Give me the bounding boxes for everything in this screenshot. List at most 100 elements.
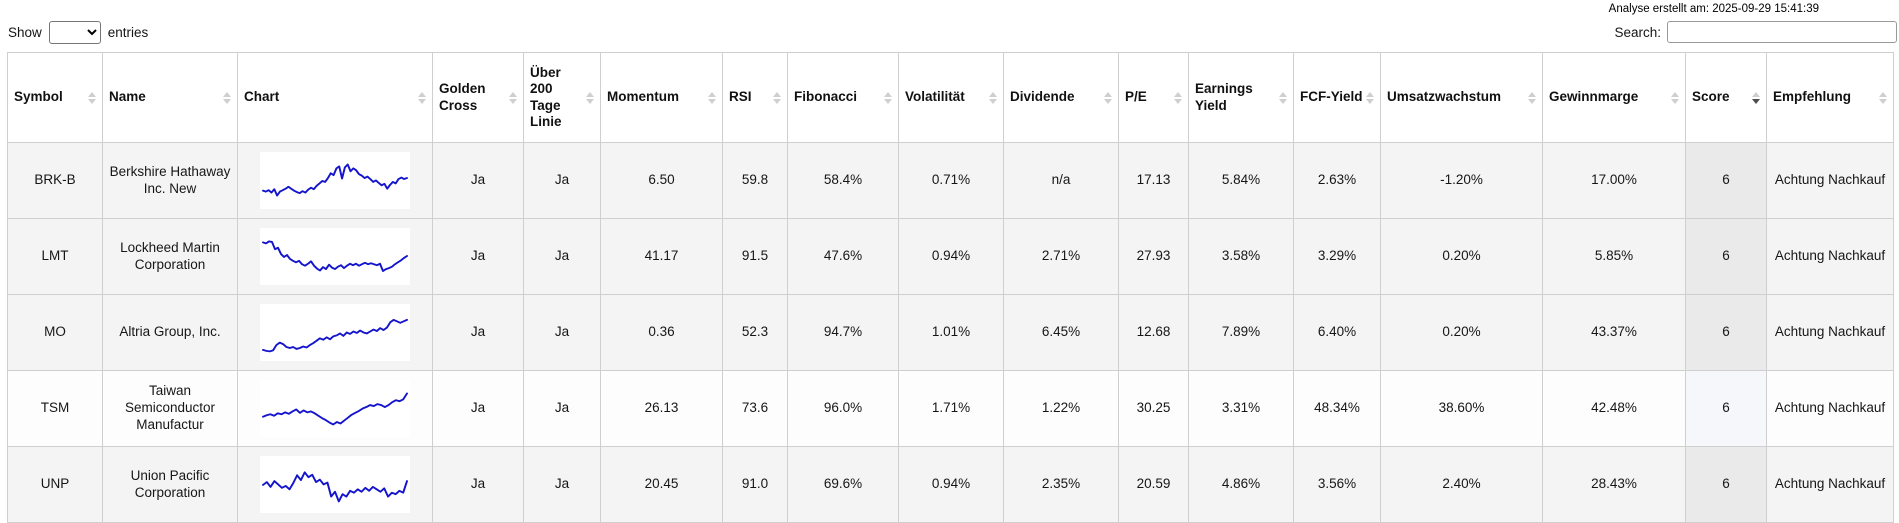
analysis-timestamp: Analyse erstellt am: 2025-09-29 15:41:39 xyxy=(1608,3,1819,15)
cell-name: Berkshire Hathaway Inc. New xyxy=(102,142,238,219)
cell-pe: 27.93 xyxy=(1118,218,1189,295)
column-header-fibonacci[interactable]: Fibonacci xyxy=(787,52,899,143)
cell-fcf-yield: 2.63% xyxy=(1293,142,1381,219)
cell-gewinnmarge: 42.48% xyxy=(1542,370,1686,447)
cell-gewinnmarge: 5.85% xyxy=(1542,218,1686,295)
cell-fcf-yield: 48.34% xyxy=(1293,370,1381,447)
search-control: Search: xyxy=(1614,21,1897,43)
cell-fcf-yield: 3.56% xyxy=(1293,446,1381,523)
sort-icon xyxy=(1366,91,1374,104)
cell-empfehlung: Achtung Nachkauf xyxy=(1766,294,1894,371)
column-header-golden-cross[interactable]: Golden Cross xyxy=(432,52,524,143)
column-label: Momentum xyxy=(607,89,679,105)
sort-icon xyxy=(1528,91,1536,104)
column-label: P/E xyxy=(1125,89,1147,105)
cell-symbol: LMT xyxy=(7,218,103,295)
cell-volatilitaet: 1.71% xyxy=(898,370,1004,447)
cell-dividende: 2.71% xyxy=(1003,218,1119,295)
column-header-umsatzwachstum[interactable]: Umsatzwachstum xyxy=(1380,52,1543,143)
column-header-earnings-yield[interactable]: Earnings Yield xyxy=(1188,52,1294,143)
table-header-row: Symbol Name Chart Golden Cross Über 200 … xyxy=(7,52,1894,143)
cell-umsatzwachstum: 0.20% xyxy=(1380,218,1543,295)
cell-score: 6 xyxy=(1685,370,1767,447)
column-header-symbol[interactable]: Symbol xyxy=(7,52,103,143)
entries-label: entries xyxy=(107,24,149,40)
search-input[interactable] xyxy=(1667,21,1897,43)
cell-ueber-200-tage: Ja xyxy=(523,446,601,523)
cell-volatilitaet: 1.01% xyxy=(898,294,1004,371)
column-header-name[interactable]: Name xyxy=(102,52,238,143)
sort-desc-icon xyxy=(1752,91,1760,104)
cell-name: Altria Group, Inc. xyxy=(102,294,238,371)
cell-symbol: TSM xyxy=(7,370,103,447)
cell-golden-cross: Ja xyxy=(432,294,524,371)
cell-fibonacci: 96.0% xyxy=(787,370,899,447)
cell-dividende: 6.45% xyxy=(1003,294,1119,371)
column-label: Chart xyxy=(244,89,280,105)
column-header-volatilitaet[interactable]: Volatilität xyxy=(898,52,1004,143)
cell-fcf-yield: 3.29% xyxy=(1293,218,1381,295)
column-label: Gewinnmarge xyxy=(1549,89,1639,105)
column-label: FCF-Yield xyxy=(1300,89,1363,105)
column-header-fcf-yield[interactable]: FCF-Yield xyxy=(1293,52,1381,143)
sort-icon xyxy=(586,91,594,104)
cell-pe: 12.68 xyxy=(1118,294,1189,371)
table-row-unp: UNP Union Pacific Corporation Ja Ja 20.4… xyxy=(7,446,1894,523)
cell-empfehlung: Achtung Nachkauf xyxy=(1766,142,1894,219)
sort-icon xyxy=(884,91,892,104)
column-header-dividende[interactable]: Dividende xyxy=(1003,52,1119,143)
cell-momentum: 0.36 xyxy=(600,294,723,371)
column-label: Name xyxy=(109,89,146,105)
cell-fibonacci: 58.4% xyxy=(787,142,899,219)
column-header-momentum[interactable]: Momentum xyxy=(600,52,723,143)
cell-momentum: 41.17 xyxy=(600,218,723,295)
cell-golden-cross: Ja xyxy=(432,446,524,523)
cell-chart xyxy=(237,218,433,295)
column-label: Dividende xyxy=(1010,89,1075,105)
cell-chart xyxy=(237,446,433,523)
sparkline-chart xyxy=(260,304,410,361)
sort-icon xyxy=(1174,91,1182,104)
column-header-ueber-200-tage-linie[interactable]: Über 200 Tage Linie xyxy=(523,52,601,143)
column-header-gewinnmarge[interactable]: Gewinnmarge xyxy=(1542,52,1686,143)
cell-fibonacci: 47.6% xyxy=(787,218,899,295)
cell-earnings-yield: 7.89% xyxy=(1188,294,1294,371)
cell-umsatzwachstum: 0.20% xyxy=(1380,294,1543,371)
cell-golden-cross: Ja xyxy=(432,142,524,219)
cell-umsatzwachstum: 38.60% xyxy=(1380,370,1543,447)
table-row-brk-b: BRK-B Berkshire Hathaway Inc. New Ja Ja … xyxy=(7,142,1894,219)
sort-icon xyxy=(708,91,716,104)
cell-pe: 30.25 xyxy=(1118,370,1189,447)
cell-symbol: BRK-B xyxy=(7,142,103,219)
cell-earnings-yield: 4.86% xyxy=(1188,446,1294,523)
column-label: Über 200 Tage Linie xyxy=(530,64,562,129)
entries-select[interactable] xyxy=(48,20,101,44)
cell-rsi: 59.8 xyxy=(722,142,788,219)
cell-score: 6 xyxy=(1685,142,1767,219)
sort-icon xyxy=(1104,91,1112,104)
cell-dividende: 1.22% xyxy=(1003,370,1119,447)
table-row-tsm: TSM Taiwan Semiconductor Manufactur Ja J… xyxy=(7,370,1894,447)
sort-icon xyxy=(509,91,517,104)
cell-pe: 20.59 xyxy=(1118,446,1189,523)
sort-icon xyxy=(1279,91,1287,104)
column-header-pe[interactable]: P/E xyxy=(1118,52,1189,143)
cell-golden-cross: Ja xyxy=(432,218,524,295)
column-label: Golden Cross xyxy=(439,81,486,113)
cell-rsi: 91.5 xyxy=(722,218,788,295)
sort-icon xyxy=(223,91,231,104)
cell-name: Union Pacific Corporation xyxy=(102,446,238,523)
column-header-score[interactable]: Score xyxy=(1685,52,1767,143)
cell-empfehlung: Achtung Nachkauf xyxy=(1766,446,1894,523)
column-header-rsi[interactable]: RSI xyxy=(722,52,788,143)
cell-volatilitaet: 0.94% xyxy=(898,446,1004,523)
cell-gewinnmarge: 43.37% xyxy=(1542,294,1686,371)
cell-gewinnmarge: 17.00% xyxy=(1542,142,1686,219)
cell-gewinnmarge: 28.43% xyxy=(1542,446,1686,523)
cell-ueber-200-tage: Ja xyxy=(523,218,601,295)
column-header-chart[interactable]: Chart xyxy=(237,52,433,143)
column-label: RSI xyxy=(729,89,752,105)
column-label: Umsatzwachstum xyxy=(1387,89,1502,105)
cell-ueber-200-tage: Ja xyxy=(523,294,601,371)
column-header-empfehlung[interactable]: Empfehlung xyxy=(1766,52,1894,143)
